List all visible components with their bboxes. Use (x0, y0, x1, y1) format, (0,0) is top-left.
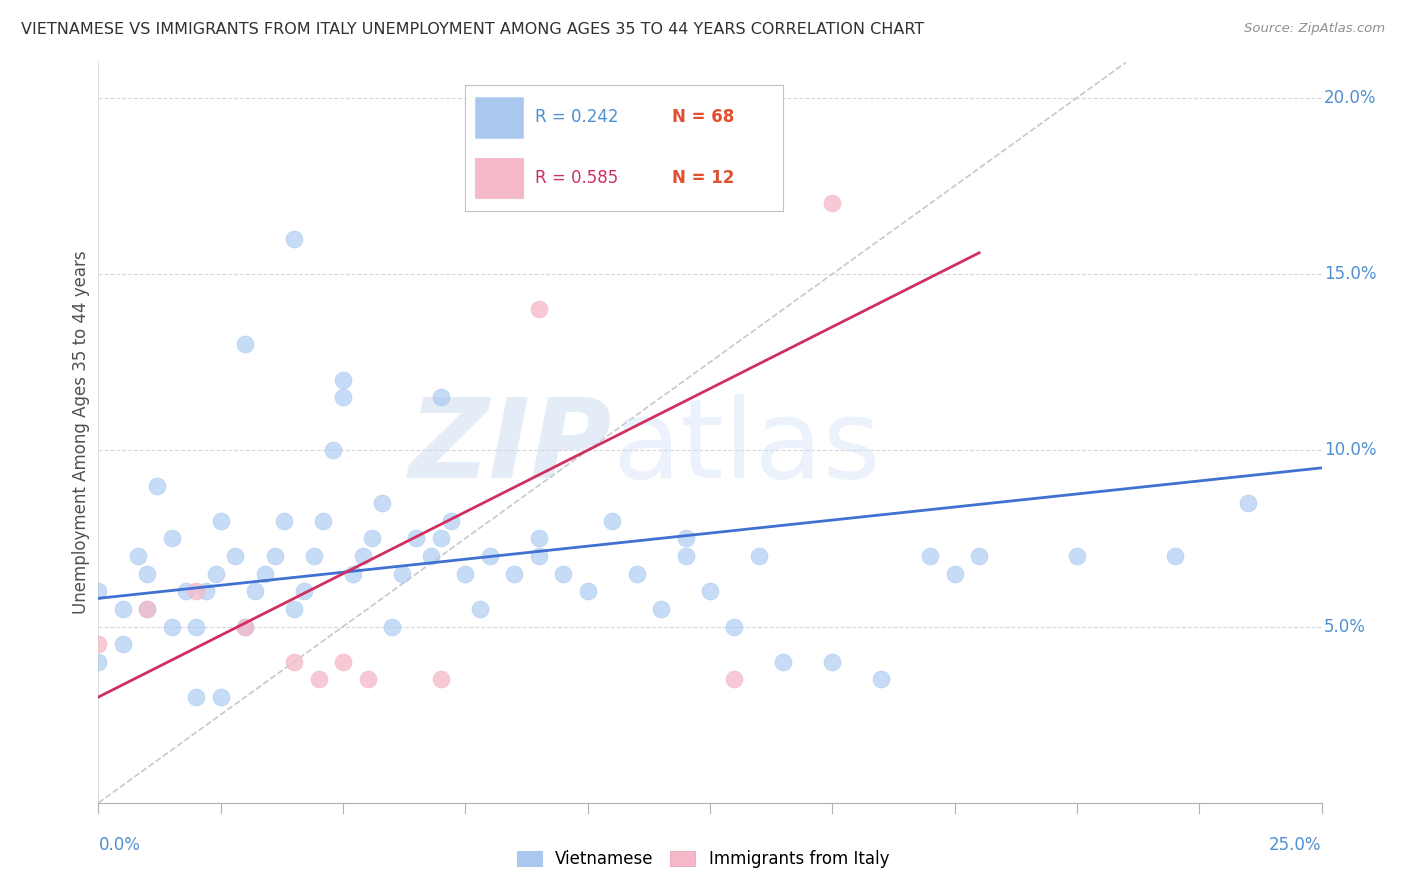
Point (292, 584, 315, 599)
Point (430, 390, 453, 404)
Point (527, 302, 550, 317)
Text: atlas: atlas (612, 394, 880, 501)
Point (87, 655, 110, 669)
Point (312, 514, 335, 528)
Point (675, 532, 697, 546)
Text: 20.0%: 20.0% (1324, 88, 1376, 107)
Point (176, 584, 198, 599)
Point (233, 337, 256, 351)
Point (821, 655, 844, 669)
Point (195, 584, 218, 599)
Point (430, 673, 453, 687)
Point (920, 549, 942, 563)
Point (361, 532, 384, 546)
Point (243, 584, 266, 599)
Text: ZIP: ZIP (409, 394, 612, 501)
Point (111, 637, 134, 651)
Point (87, 637, 110, 651)
Point (209, 514, 232, 528)
Point (1164, 549, 1187, 563)
Point (332, 373, 354, 387)
Point (283, 232, 305, 246)
Point (302, 549, 325, 563)
Point (253, 566, 276, 581)
Point (136, 566, 159, 581)
Point (1237, 496, 1260, 510)
Point (772, 655, 794, 669)
Point (263, 549, 285, 563)
Point (332, 655, 354, 669)
Point (381, 619, 404, 633)
Point (723, 673, 745, 687)
Point (391, 566, 413, 581)
Point (224, 549, 246, 563)
Point (322, 443, 344, 458)
Point (160, 619, 183, 633)
Point (87, 584, 110, 599)
Point (527, 549, 550, 563)
Point (342, 566, 364, 581)
Point (870, 673, 893, 687)
Point (186, 584, 208, 599)
Text: 0.0%: 0.0% (98, 836, 141, 855)
Point (273, 514, 295, 528)
Point (440, 514, 463, 528)
Point (943, 566, 966, 581)
Point (371, 496, 394, 510)
Point (160, 532, 183, 546)
Point (576, 584, 599, 599)
Point (127, 549, 149, 563)
Text: 25.0%: 25.0% (1270, 836, 1322, 855)
Point (186, 690, 208, 704)
Point (209, 690, 232, 704)
Point (233, 619, 256, 633)
Point (478, 549, 501, 563)
Point (723, 619, 745, 633)
Point (650, 602, 672, 616)
Point (233, 619, 256, 633)
Point (111, 602, 134, 616)
Point (356, 673, 378, 687)
Point (553, 566, 575, 581)
Point (821, 196, 844, 211)
Point (420, 549, 443, 563)
Text: 10.0%: 10.0% (1324, 442, 1376, 459)
Point (748, 549, 770, 563)
Point (527, 532, 550, 546)
Point (136, 602, 159, 616)
Point (1066, 549, 1088, 563)
Point (352, 549, 374, 563)
Point (186, 619, 208, 633)
Point (967, 549, 990, 563)
Text: Source: ZipAtlas.com: Source: ZipAtlas.com (1244, 22, 1385, 36)
Point (283, 655, 305, 669)
Point (146, 478, 169, 492)
Point (136, 602, 159, 616)
Point (405, 532, 427, 546)
Text: VIETNAMESE VS IMMIGRANTS FROM ITALY UNEMPLOYMENT AMONG AGES 35 TO 44 YEARS CORRE: VIETNAMESE VS IMMIGRANTS FROM ITALY UNEM… (21, 22, 924, 37)
Point (699, 584, 721, 599)
Point (468, 602, 491, 616)
Point (626, 566, 648, 581)
Y-axis label: Unemployment Among Ages 35 to 44 years: Unemployment Among Ages 35 to 44 years (72, 251, 90, 615)
Point (430, 532, 453, 546)
Text: 5.0%: 5.0% (1324, 617, 1367, 635)
Point (675, 549, 697, 563)
Text: 15.0%: 15.0% (1324, 265, 1376, 283)
Point (283, 602, 305, 616)
Point (308, 673, 330, 687)
Point (205, 566, 228, 581)
Point (503, 566, 526, 581)
Point (454, 566, 477, 581)
Point (332, 390, 354, 404)
Legend: Vietnamese, Immigrants from Italy: Vietnamese, Immigrants from Italy (510, 844, 896, 875)
Point (600, 514, 623, 528)
